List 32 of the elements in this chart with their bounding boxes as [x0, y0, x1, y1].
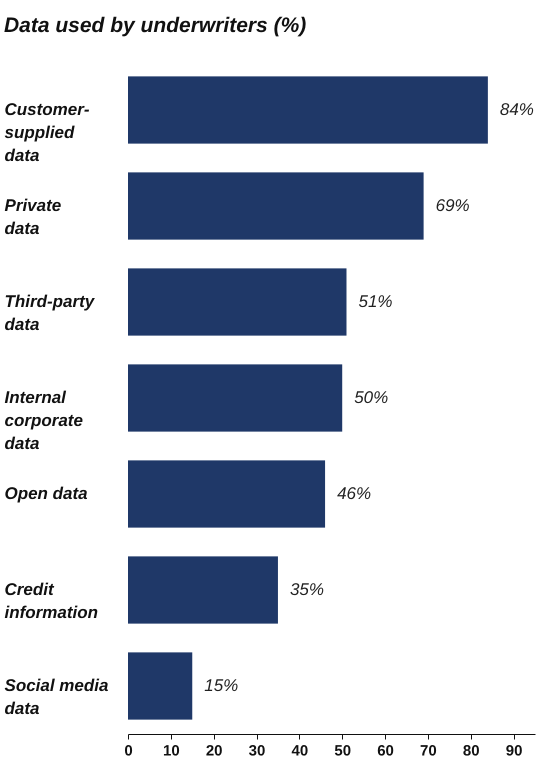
x-tick-label: 60 — [377, 742, 394, 760]
bar — [128, 364, 342, 432]
bar — [128, 172, 424, 240]
y-tick-label: Credit information — [4, 580, 98, 622]
y-tick-label: Third-party data — [4, 292, 96, 334]
y-tick-label: Private data — [4, 196, 62, 238]
x-tick-label: 0 — [124, 742, 133, 760]
x-tick-label: 90 — [506, 742, 522, 760]
x-tick-label: 50 — [334, 742, 352, 760]
y-tick-label: Customer- supplied data — [4, 100, 90, 165]
x-tick-label: 10 — [163, 742, 180, 760]
bar — [128, 556, 278, 624]
x-tick-label: 80 — [462, 742, 480, 760]
data-label: 84% — [500, 100, 534, 119]
data-label: 35% — [290, 580, 324, 599]
data-label: 46% — [337, 484, 372, 503]
bar — [128, 76, 488, 144]
x-tick-label: 40 — [292, 742, 308, 760]
bar — [128, 268, 346, 336]
x-tick-label: 70 — [420, 742, 437, 760]
data-label: 50% — [354, 388, 388, 407]
bar — [128, 652, 192, 720]
x-tick-label: 30 — [248, 742, 266, 760]
chart-title: Data used by underwriters (%) — [4, 14, 306, 37]
x-tick-label: 20 — [206, 742, 223, 760]
y-tick-label: Internal corporate data — [4, 388, 83, 453]
data-label: 69% — [436, 196, 470, 215]
y-tick-label: Open data — [4, 484, 88, 503]
data-label: 15% — [204, 676, 238, 695]
data-label: 51% — [358, 292, 393, 311]
bar — [128, 460, 326, 528]
y-tick-label: Social media data — [4, 676, 108, 718]
